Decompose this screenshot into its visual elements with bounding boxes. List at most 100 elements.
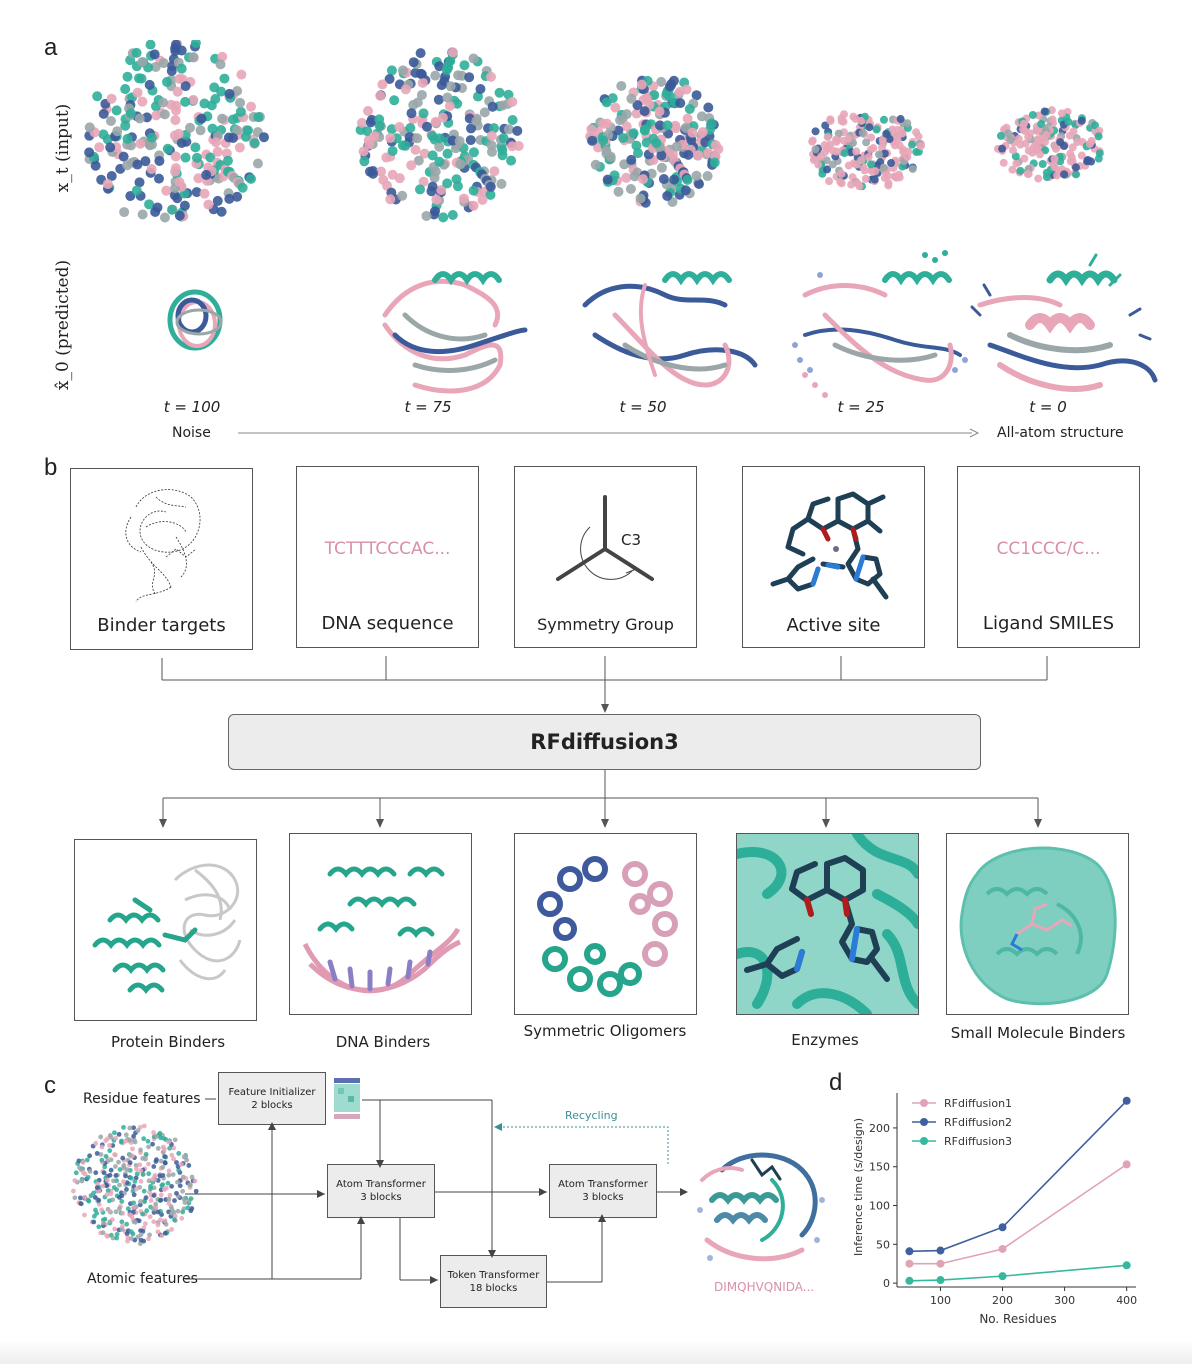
data-point-rfdiffusion3 — [936, 1276, 945, 1285]
active-site-molecule-icon — [770, 491, 889, 600]
input-binder-targets-label: Binder targets — [97, 615, 226, 636]
input-atom-cloud — [70, 1123, 199, 1247]
chart-x-tick-label: 300 — [1054, 1294, 1075, 1307]
predicted-structure-t75 — [382, 271, 528, 394]
chart-y-axis-label: Inference time (s/design) — [852, 1118, 865, 1256]
ligand-smiles-text: CC1CCC/C... — [996, 539, 1101, 559]
data-point-rfdiffusion1 — [1122, 1160, 1131, 1169]
timestep-label-100: t = 100 — [163, 398, 221, 416]
token-transformer-title: Token Transformer — [447, 1269, 540, 1281]
input-active-site-label: Active site — [786, 615, 881, 636]
input-active-site: Active site — [742, 466, 925, 648]
chart-axes: 0 50 100 150 200 100 200 300 400 — [869, 1093, 1137, 1307]
architecture-arrows — [185, 1098, 688, 1284]
output-enzymes-label: Enzymes — [791, 1031, 859, 1049]
legend-label: RFdiffusion1 — [944, 1097, 1012, 1110]
timestep-label-50: t = 50 — [619, 398, 667, 416]
output-small-molecule-binders-label: Small Molecule Binders — [950, 1024, 1126, 1042]
timestep-label-0: t = 0 — [1029, 398, 1067, 416]
predicted-structure-t50 — [582, 271, 758, 388]
time-axis-arrow — [238, 428, 980, 438]
data-point-rfdiffusion1 — [998, 1244, 1007, 1253]
input-dna-sequence: TCTTTCCCAC... DNA sequence — [296, 466, 479, 648]
residue-features-label: Residue features — [83, 1091, 201, 1107]
chart-legend: RFdiffusion1 RFdiffusion2 RFdiffusion3 — [912, 1097, 1012, 1148]
data-point-rfdiffusion2 — [936, 1246, 945, 1255]
token-transformer-blocks: 18 blocks — [469, 1282, 518, 1294]
protein-binder-render — [92, 863, 242, 994]
dna-binder-render — [302, 866, 461, 994]
output-sequence-text: DIMQHVQNIDA... — [714, 1280, 815, 1294]
chart-y-tick-label: 100 — [869, 1200, 890, 1213]
input-ligand-smiles: CC1CCC/C... Ligand SMILES — [957, 466, 1140, 648]
atom-transformer-1-box: Atom Transformer 3 blocks — [327, 1164, 435, 1218]
output-dna-binders-label: DNA Binders — [335, 1033, 431, 1051]
predicted-structure-t100 — [167, 289, 223, 351]
input-symmetry-group-label: Symmetry Group — [537, 615, 674, 634]
dna-sequence-text: TCTTTCCCAC... — [324, 539, 451, 559]
series-line-rfdiffusion2 — [909, 1100, 1128, 1253]
small-molecule-binder-render — [959, 846, 1117, 1006]
data-point-rfdiffusion2 — [905, 1247, 914, 1256]
page-bottom-edge — [0, 1340, 1192, 1364]
data-point-rfdiffusion3 — [1122, 1261, 1131, 1270]
data-point-rfdiffusion2 — [1122, 1096, 1131, 1105]
chart-x-tick-label: 100 — [930, 1294, 951, 1307]
output-connectors — [159, 770, 1042, 828]
feature-initializer-title: Feature Initializer — [228, 1086, 316, 1098]
token-transformer-box: Token Transformer 18 blocks — [440, 1255, 547, 1308]
data-point-rfdiffusion2 — [998, 1223, 1007, 1232]
timestep-label-75: t = 75 — [404, 398, 452, 416]
data-point-rfdiffusion3 — [998, 1272, 1007, 1281]
atom-transformer-1-title: Atom Transformer — [336, 1179, 426, 1190]
output-protein-binders-label: Protein Binders — [110, 1033, 226, 1051]
chart-x-axis-label: No. Residues — [979, 1312, 1056, 1326]
panel-d-letter: d — [829, 1069, 843, 1096]
all-atom-structure-label: All-atom structure — [997, 425, 1124, 441]
enzyme-render — [737, 834, 918, 1014]
c3-symmetry-icon — [556, 495, 654, 581]
noise-point-clouds — [84, 40, 1104, 223]
feature-initializer-box: Feature Initializer 2 blocks — [218, 1072, 326, 1125]
output-enzymes — [736, 833, 919, 1015]
chart-y-tick-label: 0 — [883, 1277, 890, 1290]
output-small-molecule-binders — [946, 833, 1129, 1015]
chart-x-tick-label: 200 — [992, 1294, 1013, 1307]
recycling-label: Recycling — [565, 1109, 618, 1122]
predicted-structure-t0 — [970, 253, 1158, 392]
legend-label: RFdiffusion2 — [944, 1116, 1012, 1129]
legend-label: RFdiffusion3 — [944, 1135, 1012, 1148]
panel-c-letter: c — [44, 1072, 56, 1099]
binder-target-outline-icon — [125, 489, 201, 603]
feature-matrix-icon — [334, 1078, 360, 1119]
chart-y-tick-label: 150 — [869, 1161, 890, 1174]
output-protein-binders — [74, 839, 257, 1021]
panel-b-letter: b — [44, 454, 58, 481]
predicted-structure-t25 — [792, 250, 968, 398]
output-symmetric-oligomers-label: Symmetric Oligomers — [523, 1022, 687, 1040]
row-label-input: x_t (input) — [53, 103, 73, 193]
rfdiffusion3-model-box: RFdiffusion3 — [228, 714, 981, 770]
legend-marker — [920, 1137, 928, 1145]
feature-initializer-blocks: 2 blocks — [251, 1099, 293, 1111]
series-line-rfdiffusion1 — [909, 1163, 1128, 1265]
input-ligand-smiles-label: Ligand SMILES — [982, 613, 1115, 634]
chart-y-tick-label: 50 — [876, 1238, 890, 1251]
data-point-rfdiffusion1 — [905, 1259, 914, 1268]
input-symmetry-group: C3 Symmetry Group — [514, 466, 697, 648]
data-point-rfdiffusion3 — [905, 1276, 914, 1285]
panel-a-letter: a — [44, 34, 58, 61]
output-symmetric-oligomers — [514, 833, 697, 1015]
data-point-rfdiffusion1 — [936, 1259, 945, 1268]
timestep-label-25: t = 25 — [837, 398, 885, 416]
input-binder-targets: Binder targets — [70, 468, 253, 650]
diffusion-trajectory — [84, 40, 1158, 398]
series-line-rfdiffusion3 — [909, 1264, 1127, 1282]
atom-transformer-1-blocks: 3 blocks — [360, 1192, 402, 1203]
chart-x-tick-label: 400 — [1116, 1294, 1137, 1307]
noise-label: Noise — [172, 425, 211, 441]
legend-marker — [920, 1118, 928, 1126]
row-label-predicted: x̂_0 (predicted) — [53, 259, 73, 391]
input-connectors — [161, 656, 1048, 713]
